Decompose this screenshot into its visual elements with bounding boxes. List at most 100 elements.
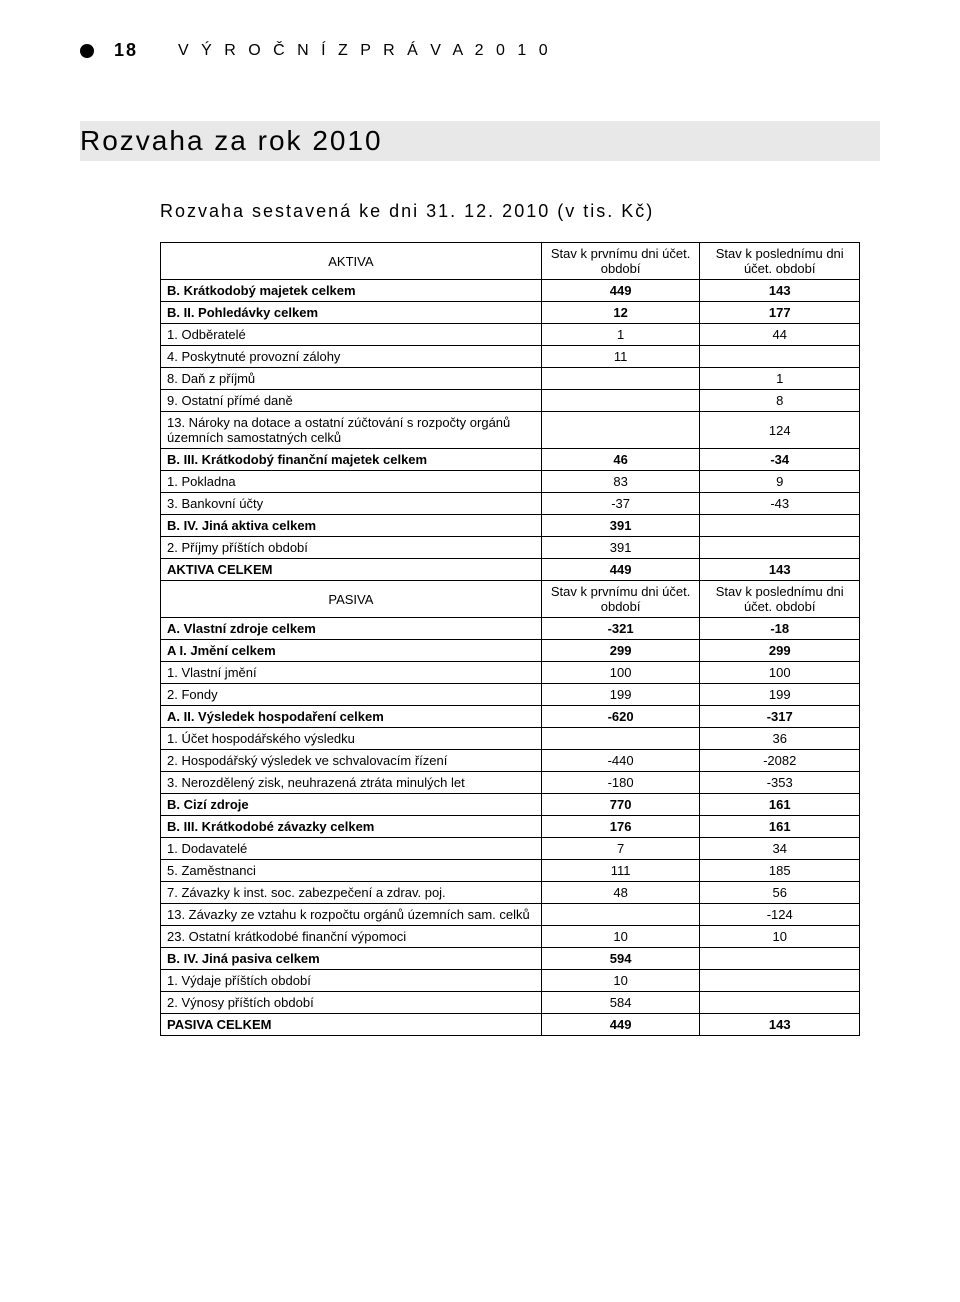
- row-value-1: 111: [541, 860, 700, 882]
- row-value-1: [541, 412, 700, 449]
- row-value-1: -620: [541, 706, 700, 728]
- row-label: 2. Fondy: [161, 684, 542, 706]
- row-value-1: [541, 728, 700, 750]
- table-row: A. Vlastní zdroje celkem-321-18: [161, 618, 860, 640]
- row-label: A. II. Výsledek hospodaření celkem: [161, 706, 542, 728]
- row-value-1: 449: [541, 559, 700, 581]
- row-label: 2. Výnosy příštích období: [161, 992, 542, 1014]
- row-value-1: 46: [541, 449, 700, 471]
- table-row: 1. Odběratelé144: [161, 324, 860, 346]
- row-value-2: 56: [700, 882, 860, 904]
- table-row: B. II. Pohledávky celkem12177: [161, 302, 860, 324]
- row-value-1: 594: [541, 948, 700, 970]
- page-number: 18: [114, 40, 138, 61]
- row-value-1: 176: [541, 816, 700, 838]
- table-row: AKTIVA CELKEM449143: [161, 559, 860, 581]
- row-value-1: 299: [541, 640, 700, 662]
- row-label: PASIVA CELKEM: [161, 1014, 542, 1036]
- row-value-2: -124: [700, 904, 860, 926]
- row-label: 1. Výdaje příštích období: [161, 970, 542, 992]
- table-row: PASIVA CELKEM449143: [161, 1014, 860, 1036]
- table-body: B. Krátkodobý majetek celkem449143B. II.…: [161, 280, 860, 1036]
- row-value-1: -440: [541, 750, 700, 772]
- row-label: B. IV. Jiná pasiva celkem: [161, 948, 542, 970]
- row-value-1: 391: [541, 537, 700, 559]
- row-value-1: -180: [541, 772, 700, 794]
- row-value-1: 1: [541, 324, 700, 346]
- row-value-2: -43: [700, 493, 860, 515]
- table-row: 2. Hospodářský výsledek ve schvalovacím …: [161, 750, 860, 772]
- row-value-1: -37: [541, 493, 700, 515]
- table-row: B. IV. Jiná aktiva celkem391: [161, 515, 860, 537]
- document-title: V Ý R O Č N Í Z P R Á V A 2 0 1 0: [178, 42, 552, 60]
- row-value-2: -34: [700, 449, 860, 471]
- row-value-2: 161: [700, 794, 860, 816]
- table-row: 23. Ostatní krátkodobé finanční výpomoci…: [161, 926, 860, 948]
- table-row: 1. Účet hospodářského výsledku36: [161, 728, 860, 750]
- row-value-2: -18: [700, 618, 860, 640]
- row-label: A I. Jmění celkem: [161, 640, 542, 662]
- row-value-2: -353: [700, 772, 860, 794]
- table-row: 1. Dodavatelé734: [161, 838, 860, 860]
- row-value-1: 10: [541, 970, 700, 992]
- table-row: 1. Vlastní jmění100100: [161, 662, 860, 684]
- page: 18 V Ý R O Č N Í Z P R Á V A 2 0 1 0 Roz…: [0, 0, 960, 1096]
- header-aktiva: AKTIVA: [161, 243, 542, 280]
- row-label: B. IV. Jiná aktiva celkem: [161, 515, 542, 537]
- row-label: 13. Závazky ze vztahu k rozpočtu orgánů …: [161, 904, 542, 926]
- row-value-2: 34: [700, 838, 860, 860]
- row-value-2: [700, 970, 860, 992]
- row-value-2: 299: [700, 640, 860, 662]
- row-value-2: 124: [700, 412, 860, 449]
- table-header-aktiva: AKTIVA Stav k prvnímu dni účet. období S…: [161, 243, 860, 280]
- bullet-icon: [80, 44, 94, 58]
- row-value-2: 1: [700, 368, 860, 390]
- row-value-2: 8: [700, 390, 860, 412]
- header-col1: Stav k prvnímu dni účet. období: [541, 581, 700, 618]
- row-value-2: [700, 948, 860, 970]
- row-value-1: [541, 368, 700, 390]
- table-row: 13. Závazky ze vztahu k rozpočtu orgánů …: [161, 904, 860, 926]
- row-value-1: -321: [541, 618, 700, 640]
- row-value-1: 11: [541, 346, 700, 368]
- row-label: 1. Vlastní jmění: [161, 662, 542, 684]
- table-row: 1. Výdaje příštích období10: [161, 970, 860, 992]
- row-value-1: 83: [541, 471, 700, 493]
- row-value-2: 44: [700, 324, 860, 346]
- row-label: 2. Hospodářský výsledek ve schvalovacím …: [161, 750, 542, 772]
- header-col2: Stav k poslednímu dni účet. období: [700, 243, 860, 280]
- row-value-2: 10: [700, 926, 860, 948]
- table-row: 1. Pokladna839: [161, 471, 860, 493]
- table-row: 3. Bankovní účty-37-43: [161, 493, 860, 515]
- table-row: 3. Nerozdělený zisk, neuhrazená ztráta m…: [161, 772, 860, 794]
- row-label: 8. Daň z příjmů: [161, 368, 542, 390]
- header-col1: Stav k prvnímu dni účet. období: [541, 243, 700, 280]
- row-value-2: -317: [700, 706, 860, 728]
- row-value-2: 9: [700, 471, 860, 493]
- table-row: B. III. Krátkodobé závazky celkem176161: [161, 816, 860, 838]
- row-value-1: 449: [541, 1014, 700, 1036]
- row-value-1: 12: [541, 302, 700, 324]
- row-value-1: 770: [541, 794, 700, 816]
- table-row: 2. Výnosy příštích období584: [161, 992, 860, 1014]
- row-label: 2. Příjmy příštích období: [161, 537, 542, 559]
- table-row: 4. Poskytnuté provozní zálohy11: [161, 346, 860, 368]
- row-label: 4. Poskytnuté provozní zálohy: [161, 346, 542, 368]
- row-label: B. II. Pohledávky celkem: [161, 302, 542, 324]
- table-row: 2. Příjmy příštích období391: [161, 537, 860, 559]
- table-row: B. Krátkodobý majetek celkem449143: [161, 280, 860, 302]
- row-value-1: 100: [541, 662, 700, 684]
- row-value-2: 177: [700, 302, 860, 324]
- row-value-2: 36: [700, 728, 860, 750]
- table-row: 2. Fondy199199: [161, 684, 860, 706]
- row-value-1: 7: [541, 838, 700, 860]
- table-row: A I. Jmění celkem299299: [161, 640, 860, 662]
- row-label: 3. Nerozdělený zisk, neuhrazená ztráta m…: [161, 772, 542, 794]
- row-value-1: 391: [541, 515, 700, 537]
- sub-title: Rozvaha sestavená ke dni 31. 12. 2010 (v…: [160, 201, 880, 222]
- row-label: AKTIVA CELKEM: [161, 559, 542, 581]
- row-label: A. Vlastní zdroje celkem: [161, 618, 542, 640]
- row-value-1: [541, 390, 700, 412]
- row-value-1: 584: [541, 992, 700, 1014]
- row-label: B. III. Krátkodobý finanční majetek celk…: [161, 449, 542, 471]
